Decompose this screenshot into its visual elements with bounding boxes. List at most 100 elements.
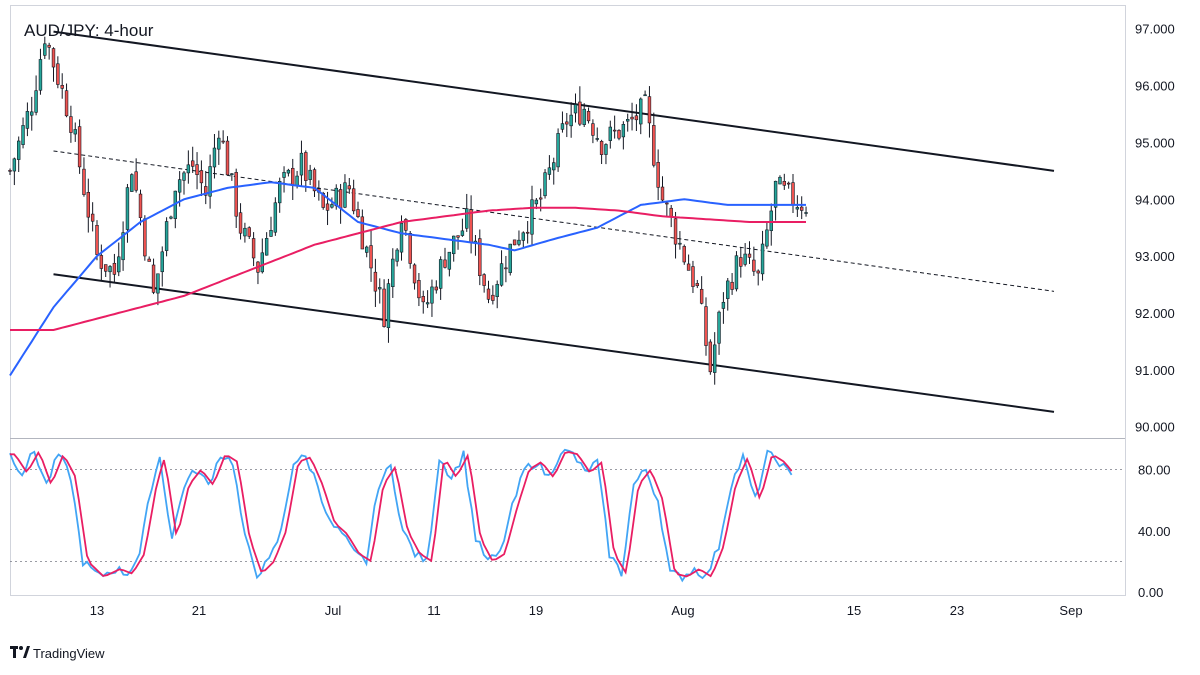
candle bbox=[143, 215, 147, 261]
price-tick-label: 93.000 bbox=[1135, 249, 1175, 264]
price-tick-label: 97.000 bbox=[1135, 22, 1175, 37]
candle bbox=[591, 119, 595, 144]
candle bbox=[456, 235, 460, 250]
candle bbox=[747, 241, 752, 265]
candle bbox=[695, 279, 700, 289]
candle bbox=[269, 216, 273, 237]
candle bbox=[639, 97, 643, 135]
candle bbox=[621, 121, 626, 150]
oscillator-tick-label: 40.00 bbox=[1138, 524, 1171, 539]
candle bbox=[665, 200, 669, 218]
candle bbox=[234, 168, 238, 228]
candles bbox=[8, 36, 808, 385]
candle bbox=[556, 128, 560, 172]
candle bbox=[156, 273, 160, 306]
candle bbox=[356, 201, 360, 219]
candle bbox=[251, 232, 256, 267]
candle bbox=[343, 174, 347, 209]
channel-trendline[interactable] bbox=[53, 30, 1055, 172]
candle bbox=[482, 273, 486, 293]
candle bbox=[773, 180, 778, 221]
candle bbox=[304, 150, 308, 192]
candle bbox=[247, 226, 251, 239]
time-axis[interactable]: 13 21 Jul 11 19 Aug 15 23 Sep bbox=[90, 603, 1083, 618]
candle bbox=[378, 278, 382, 304]
candle bbox=[69, 105, 73, 143]
candle bbox=[260, 238, 264, 274]
candle bbox=[608, 120, 613, 149]
oscillator-levels bbox=[10, 469, 1125, 562]
oscillator-tick-label: 80.00 bbox=[1138, 463, 1171, 478]
candle bbox=[108, 265, 112, 288]
candle bbox=[778, 175, 782, 185]
time-tick-label: 15 bbox=[847, 603, 861, 618]
candle bbox=[434, 280, 438, 294]
candle bbox=[486, 280, 491, 304]
candle bbox=[373, 258, 378, 307]
candle bbox=[364, 245, 369, 258]
candle bbox=[682, 244, 686, 265]
candle bbox=[726, 277, 730, 311]
candle bbox=[164, 217, 169, 257]
candle bbox=[782, 173, 787, 190]
channel-trendline[interactable] bbox=[53, 273, 1055, 413]
candle bbox=[408, 230, 412, 269]
stochastic-k-line bbox=[9, 448, 793, 583]
candle bbox=[739, 247, 743, 278]
oscillator-axis[interactable]: 80.00 40.00 0.00 bbox=[1138, 463, 1171, 600]
tradingview-logo-icon bbox=[10, 646, 30, 658]
price-tick-label: 92.000 bbox=[1135, 306, 1175, 321]
candle bbox=[208, 154, 212, 209]
time-tick-label: 21 bbox=[192, 603, 206, 618]
candle bbox=[30, 96, 34, 131]
candle bbox=[369, 230, 373, 282]
time-tick-label: 13 bbox=[90, 603, 104, 618]
candle bbox=[73, 122, 77, 142]
candle bbox=[412, 263, 417, 290]
candle bbox=[625, 113, 630, 132]
candle bbox=[717, 310, 721, 355]
candle bbox=[308, 164, 312, 186]
candle bbox=[438, 256, 443, 300]
stochastic-d-line bbox=[10, 450, 793, 578]
channel-midline[interactable] bbox=[53, 150, 1055, 292]
oscillator-pane[interactable] bbox=[9, 448, 1125, 583]
oscillator-lines bbox=[9, 448, 793, 583]
candle bbox=[543, 169, 547, 199]
moving-average-pink bbox=[10, 206, 806, 331]
candle bbox=[34, 75, 38, 116]
candle bbox=[60, 73, 64, 99]
candle bbox=[160, 246, 164, 287]
moving-average-blue bbox=[9, 181, 806, 377]
candle bbox=[647, 86, 652, 138]
candle bbox=[86, 178, 91, 233]
candle bbox=[634, 104, 639, 132]
candle bbox=[473, 235, 478, 256]
candle bbox=[351, 179, 356, 215]
candle bbox=[360, 209, 365, 250]
price-axis[interactable]: 97.000 96.000 95.000 94.000 93.000 92.000 91.0… bbox=[1135, 22, 1175, 435]
price-pane[interactable] bbox=[8, 30, 1055, 413]
time-tick-label: 19 bbox=[529, 603, 543, 618]
candle bbox=[734, 251, 739, 292]
tradingview-logo-text: TradingView bbox=[33, 646, 105, 661]
candle bbox=[512, 239, 517, 246]
candle bbox=[243, 222, 247, 243]
candle bbox=[217, 130, 221, 165]
candle bbox=[347, 177, 351, 194]
candle bbox=[56, 56, 60, 89]
candle bbox=[221, 130, 225, 145]
candle bbox=[447, 251, 452, 277]
price-tick-label: 95.000 bbox=[1135, 135, 1175, 150]
candle bbox=[460, 218, 465, 237]
candle bbox=[786, 181, 791, 189]
candle bbox=[417, 273, 421, 307]
candle bbox=[560, 111, 565, 133]
candle bbox=[43, 36, 47, 60]
candle bbox=[238, 203, 243, 240]
candle bbox=[799, 196, 804, 220]
candle bbox=[195, 152, 199, 190]
candle bbox=[795, 195, 800, 217]
candle bbox=[77, 119, 82, 174]
candle bbox=[525, 221, 530, 244]
